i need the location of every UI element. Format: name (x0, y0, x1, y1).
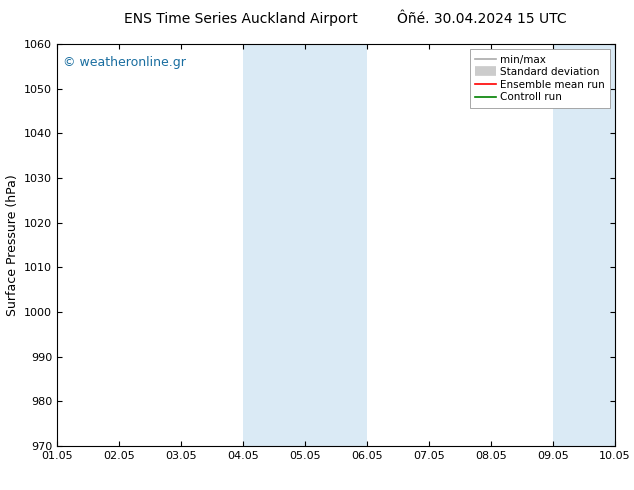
Legend: min/max, Standard deviation, Ensemble mean run, Controll run: min/max, Standard deviation, Ensemble me… (470, 49, 610, 107)
Text: Ôñé. 30.04.2024 15 UTC: Ôñé. 30.04.2024 15 UTC (397, 12, 567, 26)
Y-axis label: Surface Pressure (hPa): Surface Pressure (hPa) (6, 174, 18, 316)
Text: © weatheronline.gr: © weatheronline.gr (63, 56, 186, 69)
Bar (243, 44, 367, 446)
Text: ENS Time Series Auckland Airport: ENS Time Series Auckland Airport (124, 12, 358, 26)
Bar (553, 44, 615, 446)
